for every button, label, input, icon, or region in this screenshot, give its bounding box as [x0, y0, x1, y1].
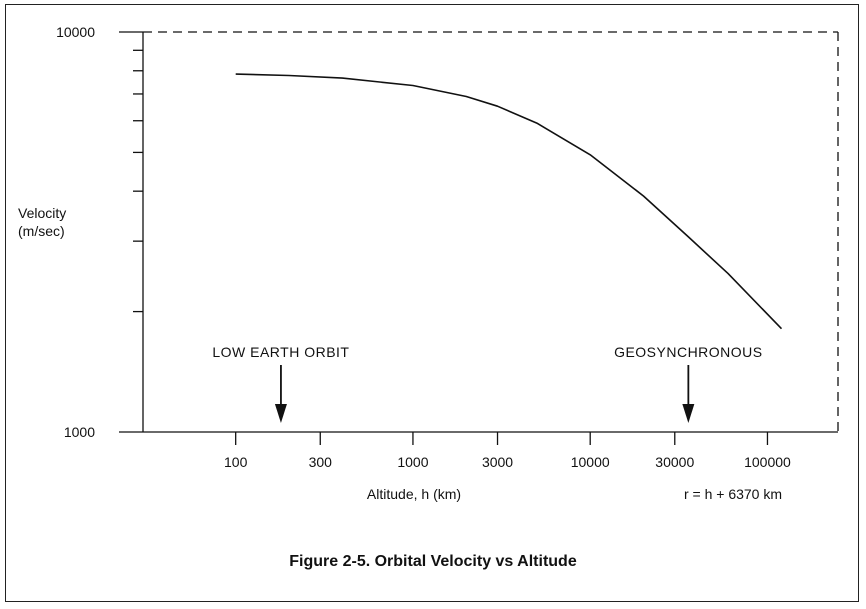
figure-caption: Figure 2-5. Orbital Velocity vs Altitude — [289, 553, 577, 570]
x-tick-label: 300 — [309, 454, 333, 470]
geosynchronous-label: GEOSYNCHRONOUS — [614, 344, 763, 360]
geosynchronous-arrow-head — [682, 404, 695, 423]
x-axis-label: Altitude, h (km) — [367, 486, 461, 502]
x-tick-label: 100000 — [744, 454, 791, 470]
x-tick-label: 1000 — [397, 454, 428, 470]
radius-note: r = h + 6370 km — [684, 486, 782, 502]
x-tick-label: 10000 — [571, 454, 610, 470]
x-tick-label: 100 — [224, 454, 248, 470]
low-earth-orbit-arrow-head — [274, 404, 287, 423]
x-tick-label: 3000 — [482, 454, 513, 470]
y-tick-label: 10000 — [56, 24, 95, 40]
y-tick-label: 1000 — [64, 424, 95, 440]
velocity-curve — [235, 73, 783, 330]
low-earth-orbit-label: LOW EARTH ORBIT — [212, 344, 349, 360]
figure-border — [5, 4, 859, 602]
y-axis-label-line2: (m/sec) — [18, 223, 65, 239]
y-axis-label-line1: Velocity — [18, 205, 66, 221]
x-tick-label: 30000 — [655, 454, 694, 470]
